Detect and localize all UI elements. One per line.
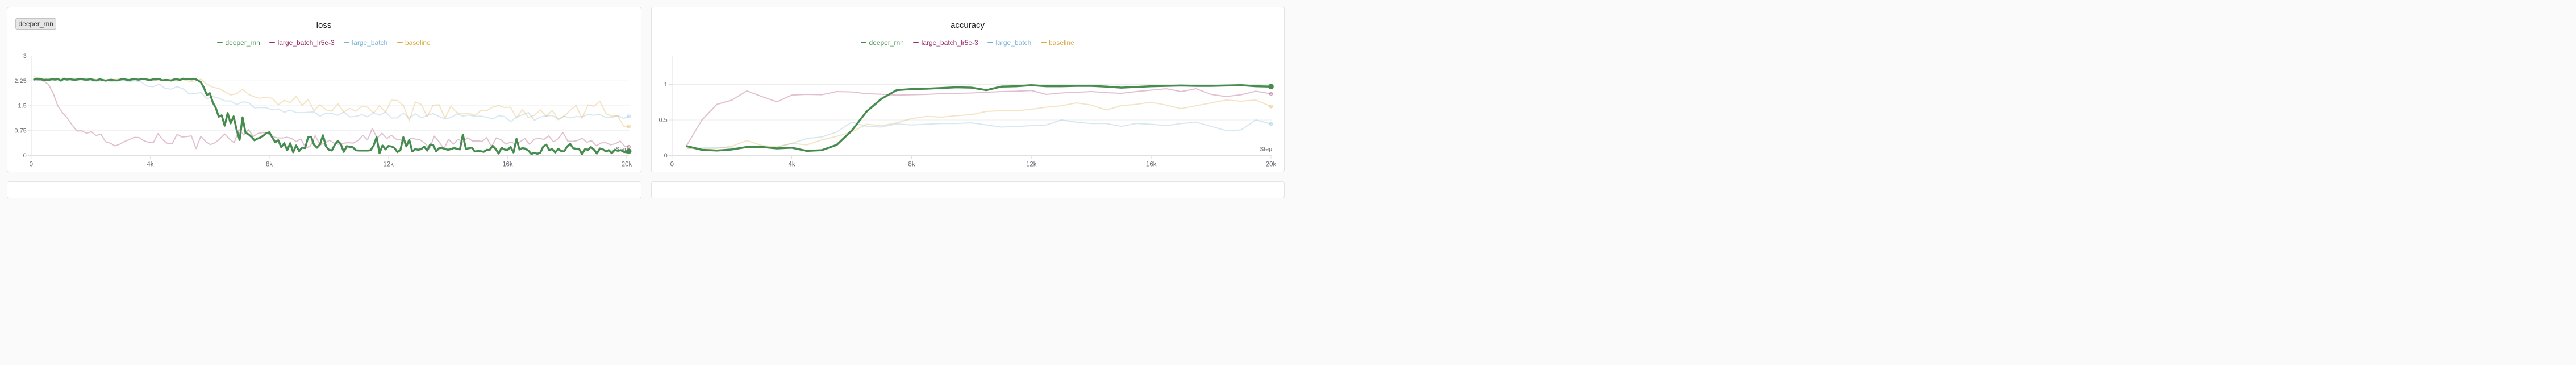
svg-text:16k: 16k bbox=[1145, 161, 1156, 168]
svg-text:0: 0 bbox=[670, 161, 673, 168]
svg-text:8k: 8k bbox=[266, 161, 273, 168]
svg-text:2.25: 2.25 bbox=[14, 77, 26, 84]
svg-text:4k: 4k bbox=[788, 161, 795, 168]
svg-text:0: 0 bbox=[664, 152, 667, 159]
svg-text:20k: 20k bbox=[621, 161, 632, 168]
svg-text:1: 1 bbox=[664, 81, 667, 88]
svg-text:12k: 12k bbox=[383, 161, 394, 168]
svg-text:4k: 4k bbox=[147, 161, 153, 168]
svg-text:0.5: 0.5 bbox=[658, 117, 667, 123]
svg-text:20k: 20k bbox=[1265, 161, 1276, 168]
svg-text:12k: 12k bbox=[1026, 161, 1037, 168]
svg-text:16k: 16k bbox=[502, 161, 513, 168]
svg-text:8k: 8k bbox=[908, 161, 915, 168]
svg-text:3: 3 bbox=[23, 53, 26, 60]
svg-text:0: 0 bbox=[23, 152, 26, 159]
svg-text:0.75: 0.75 bbox=[14, 127, 26, 134]
svg-text:0: 0 bbox=[29, 161, 32, 168]
svg-text:Step: Step bbox=[1260, 146, 1272, 152]
svg-text:1.5: 1.5 bbox=[18, 102, 26, 109]
